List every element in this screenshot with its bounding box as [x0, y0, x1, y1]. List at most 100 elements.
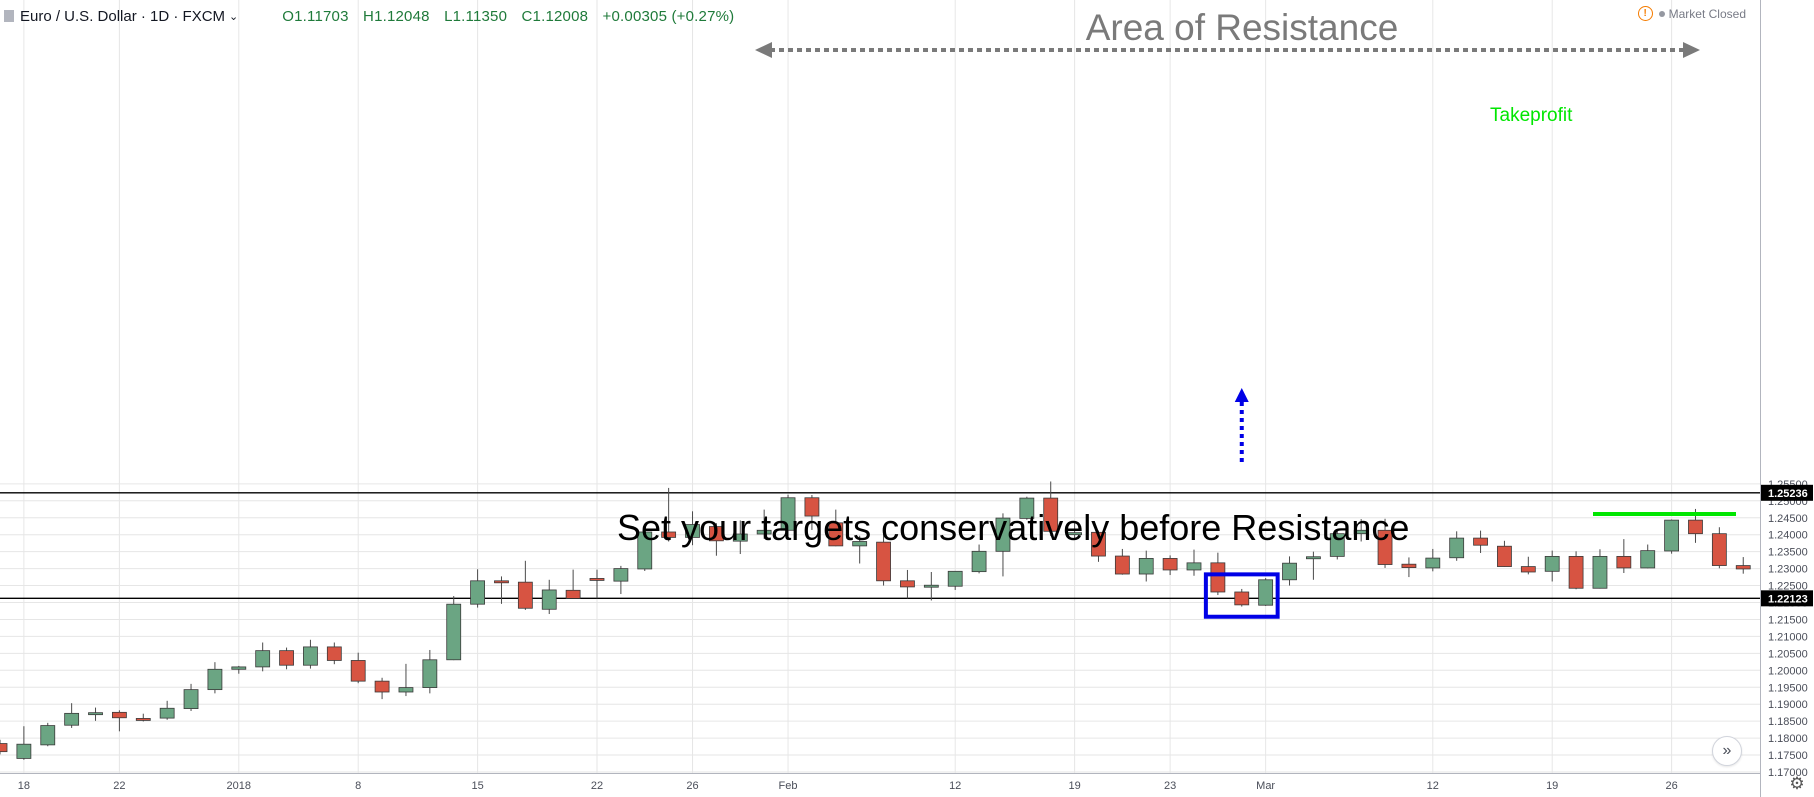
candle — [1520, 556, 1536, 575]
gear-icon[interactable]: ⚙ — [1789, 774, 1805, 793]
candle — [589, 569, 605, 599]
price-tick-label: 1.17500 — [1768, 750, 1808, 762]
candle — [1497, 540, 1512, 567]
highlight-box — [1203, 572, 1280, 619]
candle — [231, 665, 247, 674]
candle-body — [1616, 555, 1632, 569]
candle — [1234, 588, 1250, 607]
candle-body — [1162, 558, 1178, 571]
time-tick-label: 19 — [1546, 780, 1558, 792]
candle-body — [1067, 532, 1082, 536]
candle-body — [88, 712, 103, 716]
price-tick-label: 1.24000 — [1768, 530, 1808, 542]
candle-body — [1329, 533, 1345, 557]
symbol-title: Euro / U.S. Dollar · 1D · FXCM — [20, 7, 226, 25]
candle — [1353, 519, 1369, 542]
candle — [135, 713, 151, 722]
time-tick-label: Feb — [779, 780, 798, 792]
candle — [1401, 557, 1417, 578]
candle — [326, 642, 342, 665]
candle — [732, 520, 748, 555]
candle — [1306, 551, 1321, 580]
candle — [207, 662, 223, 694]
candle — [756, 509, 772, 539]
candle-body — [1210, 562, 1226, 593]
candle-body — [1640, 550, 1656, 569]
collapse-flag-icon[interactable] — [4, 10, 14, 22]
candle-body — [1568, 555, 1584, 589]
candle — [900, 569, 915, 599]
time-tick-label: 18 — [18, 780, 30, 792]
price-tick-label: 1.18000 — [1768, 733, 1808, 745]
time-tick-label: 23 — [1164, 780, 1176, 792]
candle — [0, 739, 8, 755]
candle-body — [1306, 556, 1321, 560]
time-tick-label: 22 — [113, 780, 125, 792]
candle — [804, 495, 820, 530]
candle-body — [565, 589, 581, 599]
candle-body — [422, 659, 438, 688]
candle-body — [326, 646, 342, 661]
time-tick-label: 26 — [686, 780, 698, 792]
candle-body — [1019, 497, 1035, 519]
candle-body — [541, 589, 557, 610]
candle — [255, 642, 271, 672]
candle — [159, 700, 175, 720]
candle-body — [923, 584, 939, 588]
price-tick-label: 1.23000 — [1768, 564, 1808, 576]
price-line-label: 1.25236 — [1768, 488, 1808, 500]
candle — [1711, 527, 1727, 569]
time-tick-label: 12 — [949, 780, 961, 792]
candle-body — [756, 529, 772, 535]
candle-body — [1520, 566, 1536, 573]
candle — [398, 663, 414, 697]
price-line-badge — [1761, 484, 1813, 501]
candle-body — [685, 524, 700, 538]
candle — [541, 579, 557, 615]
candle — [446, 596, 462, 661]
candle — [1449, 531, 1465, 561]
candle-body — [112, 711, 127, 719]
candle — [1186, 549, 1202, 576]
candle-body — [231, 666, 247, 670]
candle — [828, 509, 844, 547]
time-tick-label: 22 — [591, 780, 603, 792]
time-tick-label: 2018 — [227, 780, 251, 792]
candle-body — [159, 707, 175, 719]
candle-body — [637, 531, 653, 570]
time-tick-label: 15 — [471, 780, 483, 792]
symbol-selector[interactable]: Euro / U.S. Dollar · 1D · FXCM ⌄ — [4, 8, 238, 25]
candle — [637, 528, 653, 571]
candle-body — [1497, 545, 1512, 567]
candle-body — [780, 497, 796, 531]
candle-body — [303, 646, 318, 666]
candle-body — [135, 718, 151, 721]
candle-body — [494, 580, 509, 584]
candle — [1282, 556, 1297, 586]
candle — [88, 707, 103, 721]
candle-body — [828, 522, 844, 547]
candle-body — [1353, 529, 1369, 535]
resistance-label: Area of Resistance — [1086, 7, 1399, 48]
candle — [1377, 518, 1393, 568]
resistance-arrow-left-icon — [755, 42, 772, 58]
candle — [1114, 548, 1130, 575]
candle-body — [207, 668, 223, 691]
market-status[interactable]: ! Market Closed — [1637, 6, 1746, 21]
candle — [303, 639, 318, 669]
candle-body — [971, 550, 987, 573]
warning-icon: ! — [1637, 6, 1653, 21]
candle — [350, 652, 366, 684]
candle — [374, 677, 390, 700]
candle-body — [374, 680, 390, 693]
candle-body — [1664, 519, 1679, 552]
price-tick-label: 1.17000 — [1768, 767, 1808, 779]
price-tick-label: 1.24500 — [1768, 513, 1808, 525]
candle — [517, 560, 533, 610]
candles — [0, 481, 1751, 760]
time-tick-label: Mar — [1256, 780, 1275, 792]
price-tick-label: 1.22500 — [1768, 581, 1808, 593]
chevron-down-icon[interactable]: ⌄ — [229, 10, 239, 23]
scroll-to-realtime-button[interactable]: » — [1712, 736, 1742, 766]
